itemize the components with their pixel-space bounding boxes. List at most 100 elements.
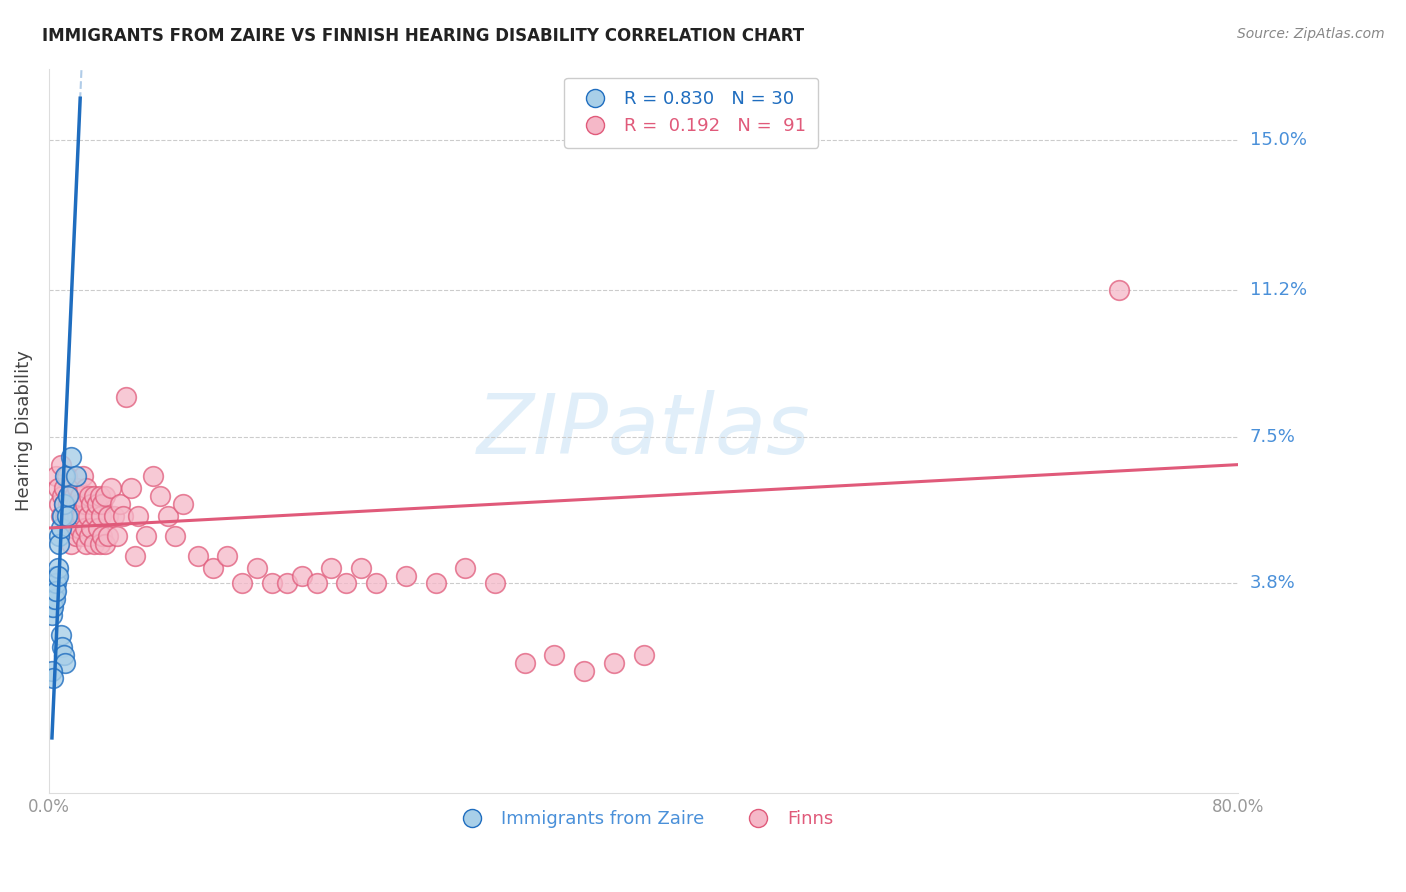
Point (305, 576, 328, 591)
Text: Source: ZipAtlas.com: Source: ZipAtlas.com (1237, 27, 1385, 41)
Point (67, 521, 90, 535)
Point (45, 576, 67, 591)
Point (42, 584, 65, 599)
Point (603, 656, 626, 670)
Text: 11.2%: 11.2% (1250, 281, 1306, 300)
Point (97, 529, 120, 543)
Point (321, 560, 343, 574)
Legend: Immigrants from Zaire, Finns: Immigrants from Zaire, Finns (447, 803, 841, 835)
Point (44, 592, 66, 607)
Point (1108, 283, 1130, 297)
Point (60, 537, 83, 551)
Point (83, 489, 105, 503)
Point (112, 509, 135, 524)
Point (49, 521, 72, 535)
Point (350, 560, 373, 574)
Point (97, 509, 120, 524)
Point (86, 497, 108, 511)
Point (51, 640, 73, 654)
Point (60, 481, 83, 495)
Point (49, 458, 72, 472)
Point (187, 549, 209, 563)
Point (94, 537, 117, 551)
Point (395, 568, 418, 582)
Point (41, 600, 63, 615)
Point (53, 509, 76, 524)
Text: ZIPatlas: ZIPatlas (477, 391, 810, 472)
Point (66, 481, 89, 495)
Point (63, 509, 86, 524)
Point (135, 529, 157, 543)
Point (56, 521, 79, 535)
Point (100, 481, 122, 495)
Point (425, 576, 447, 591)
Point (364, 576, 387, 591)
Point (72, 469, 94, 483)
Point (142, 469, 165, 483)
Point (89, 537, 111, 551)
Point (53, 656, 76, 670)
Point (56, 509, 79, 524)
Point (48, 497, 70, 511)
Point (87, 521, 110, 535)
Point (201, 560, 224, 574)
Point (103, 509, 125, 524)
Text: 7.5%: 7.5% (1250, 428, 1295, 446)
Point (276, 576, 298, 591)
Point (149, 489, 172, 503)
Point (66, 509, 89, 524)
Point (94, 489, 117, 503)
Point (124, 549, 146, 563)
Point (48, 529, 70, 543)
Point (46, 568, 69, 582)
Point (65, 529, 87, 543)
Point (58, 497, 80, 511)
Point (105, 529, 128, 543)
Point (73, 521, 96, 535)
Point (260, 576, 283, 591)
Point (115, 390, 138, 404)
Point (42, 672, 65, 686)
Point (91, 497, 114, 511)
Point (51, 489, 73, 503)
Point (67, 497, 90, 511)
Point (89, 489, 111, 503)
Point (165, 529, 187, 543)
Point (75, 481, 97, 495)
Point (91, 529, 114, 543)
Point (291, 568, 314, 582)
Point (58, 489, 80, 503)
Point (76, 509, 98, 524)
Point (49, 628, 72, 642)
Point (335, 576, 357, 591)
Point (39, 592, 62, 607)
Point (52, 497, 75, 511)
Point (633, 648, 655, 662)
Point (59, 509, 82, 524)
Point (48, 537, 70, 551)
Point (52, 648, 75, 662)
Point (217, 549, 239, 563)
Point (127, 509, 149, 524)
Point (110, 497, 132, 511)
Point (42, 592, 65, 607)
Text: IMMIGRANTS FROM ZAIRE VS FINNISH HEARING DISABILITY CORRELATION CHART: IMMIGRANTS FROM ZAIRE VS FINNISH HEARING… (42, 27, 804, 45)
Point (231, 576, 253, 591)
Point (41, 608, 63, 623)
Point (246, 560, 269, 574)
Point (543, 648, 565, 662)
Point (79, 521, 101, 535)
Point (73, 497, 96, 511)
Point (574, 664, 596, 678)
Point (49, 509, 72, 524)
Point (77, 529, 100, 543)
Point (44, 576, 66, 591)
Point (52, 497, 75, 511)
Point (58, 489, 80, 503)
Text: 15.0%: 15.0% (1250, 131, 1306, 149)
Point (79, 497, 101, 511)
Text: 3.8%: 3.8% (1250, 574, 1295, 592)
Point (70, 509, 93, 524)
Point (45, 469, 67, 483)
Point (69, 489, 91, 503)
